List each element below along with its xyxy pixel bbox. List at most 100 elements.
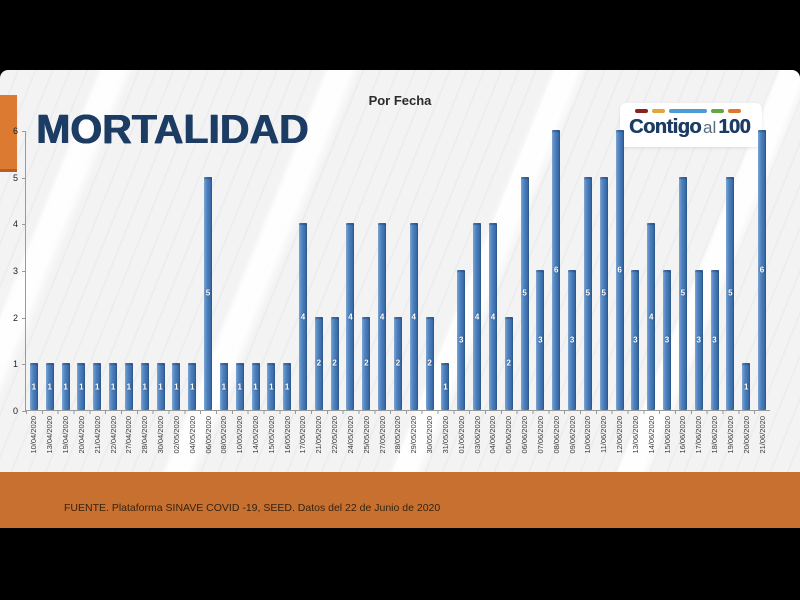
x-label-column: 16/06/2020	[675, 416, 691, 472]
x-label-column: 11/06/2020	[596, 416, 612, 472]
bar-value-label: 1	[63, 382, 68, 392]
x-tick-label: 21/05/2020	[314, 416, 324, 454]
bar-column: 1	[137, 130, 153, 410]
x-label-column: 22/05/2020	[327, 416, 343, 472]
x-label-column: 10/06/2020	[580, 416, 596, 472]
x-label-column: 14/05/2020	[248, 416, 264, 472]
bar: 4	[473, 223, 482, 410]
bar-column: 2	[390, 130, 406, 410]
x-tick-label: 17/06/2020	[694, 416, 704, 454]
x-tick-label: 20/04/2020	[76, 416, 86, 454]
bar-column: 4	[643, 130, 659, 410]
bar: 1	[124, 363, 133, 410]
x-tick-label: 15/06/2020	[662, 416, 672, 454]
bar: 1	[235, 363, 244, 410]
x-label-column: 04/06/2020	[485, 416, 501, 472]
logo-text: Contigo al 100	[629, 116, 753, 139]
bar-value-label: 2	[316, 358, 322, 368]
bar-value-label: 4	[490, 312, 496, 322]
bar-column: 5	[596, 130, 612, 410]
bar-column: 3	[627, 130, 643, 410]
slide-footer: FUENTE. Plataforma SINAVE COVID -19, SEE…	[0, 472, 800, 528]
x-tick-label: 22/04/2020	[108, 416, 118, 454]
bar-value-label: 3	[538, 335, 543, 345]
bar-column: 1	[153, 130, 169, 410]
bar-value-label: 1	[158, 382, 163, 392]
bar: 2	[425, 316, 434, 410]
bar-column: 6	[612, 130, 628, 410]
bar-column: 2	[311, 130, 327, 410]
bar-value-label: 4	[474, 312, 480, 322]
x-label-column: 12/06/2020	[612, 416, 628, 472]
x-label-column: 31/05/2020	[438, 416, 454, 472]
x-label-column: 15/06/2020	[659, 416, 675, 472]
bar-value-label: 6	[759, 265, 765, 275]
y-tick-mark	[22, 131, 26, 132]
page-title: MORTALIDAD	[36, 106, 309, 152]
bar-value-label: 1	[284, 382, 290, 392]
x-tick-label: 09/06/2020	[567, 416, 577, 454]
x-label-column: 17/06/2020	[691, 416, 707, 472]
bar: 1	[156, 363, 165, 410]
bar: 3	[710, 270, 719, 410]
bar: 3	[536, 270, 545, 410]
x-tick-label: 19/06/2020	[725, 416, 735, 454]
x-tick-label: 30/04/2020	[156, 416, 166, 454]
bar-value-label: 1	[189, 382, 195, 392]
bar: 5	[678, 176, 687, 410]
x-label-column: 27/05/2020	[374, 416, 390, 472]
source-note: FUENTE. Plataforma SINAVE COVID -19, SEE…	[64, 502, 441, 514]
x-tick-label: 27/05/2020	[377, 416, 387, 454]
bar: 2	[504, 316, 513, 410]
bar-column: 4	[406, 130, 422, 410]
x-label-column: 28/05/2020	[390, 416, 406, 472]
x-label-column: 21/05/2020	[311, 416, 327, 472]
bar-value-label: 2	[395, 358, 401, 368]
bar-value-label: 5	[205, 288, 211, 298]
slide-accent-tab	[0, 95, 17, 172]
x-tick-label: 13/04/2020	[45, 416, 55, 454]
bar-column: 4	[469, 130, 485, 410]
bar: 4	[346, 223, 355, 410]
bar: 3	[457, 270, 466, 410]
x-tick-label: 05/06/2020	[504, 416, 514, 454]
bar-column: 2	[422, 130, 438, 410]
bar-column: 1	[89, 130, 105, 410]
bar-column: 6	[754, 130, 770, 410]
logo-word-contigo: Contigo	[629, 116, 702, 138]
bar-value-label: 1	[253, 382, 258, 392]
bar-column: 5	[517, 130, 533, 410]
x-tick-label: 31/05/2020	[440, 416, 450, 454]
x-label-column: 06/06/2020	[517, 416, 533, 472]
y-tick-mark	[22, 317, 26, 319]
bar: 4	[647, 223, 656, 410]
bar-column: 4	[295, 130, 311, 410]
bar-value-label: 3	[712, 335, 717, 345]
logo-dashes	[635, 109, 753, 113]
bar-value-label: 5	[728, 288, 733, 298]
bar-value-label: 2	[506, 358, 511, 368]
x-label-column: 18/06/2020	[707, 416, 723, 472]
x-tick-label: 03/06/2020	[472, 416, 482, 454]
bar: 4	[298, 223, 307, 410]
x-label-column: 13/06/2020	[627, 416, 643, 472]
logo-word-al: al	[703, 118, 717, 137]
bar: 4	[409, 223, 418, 410]
bar-column: 1	[738, 130, 754, 410]
bar-column: 1	[26, 130, 42, 410]
x-label-column: 14/06/2020	[643, 416, 659, 472]
bar-value-label: 5	[680, 288, 686, 298]
x-label-column: 03/06/2020	[469, 416, 485, 472]
x-tick-label: 12/06/2020	[615, 416, 625, 454]
x-label-column: 30/05/2020	[422, 416, 438, 472]
bar: 4	[488, 223, 497, 410]
bar-value-label: 3	[569, 335, 575, 345]
x-tick-label: 10/06/2020	[583, 416, 593, 454]
slide: MORTALIDAD Por Fecha Contigo al 100 0 1 2 3 4 5…	[0, 70, 800, 528]
bar: 6	[758, 130, 766, 410]
x-tick-label: 22/05/2020	[330, 416, 340, 454]
x-tick-label: 30/05/2020	[425, 416, 435, 454]
bar-value-label: 3	[633, 335, 638, 345]
x-tick-label: 11/06/2020	[599, 416, 609, 453]
